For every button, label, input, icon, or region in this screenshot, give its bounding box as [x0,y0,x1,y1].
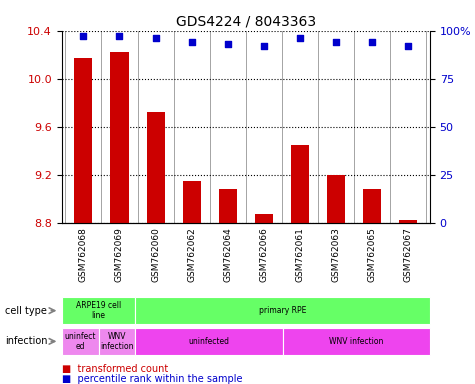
Text: ARPE19 cell
line: ARPE19 cell line [76,301,121,320]
Point [332,39,340,45]
Point [296,35,304,41]
Point [260,43,267,49]
Text: WNV infection: WNV infection [329,337,383,346]
Point [404,43,412,49]
Bar [363,189,381,223]
Text: ■  transformed count: ■ transformed count [62,364,168,374]
Bar [111,52,129,223]
Bar [291,145,309,223]
Bar [219,189,237,223]
Title: GDS4224 / 8043363: GDS4224 / 8043363 [176,14,316,28]
Bar [183,181,201,223]
Bar [147,113,165,223]
Text: cell type: cell type [5,306,47,316]
Point [368,39,376,45]
Bar [399,220,417,223]
Bar [327,175,345,223]
Point [188,39,196,45]
Text: ■  percentile rank within the sample: ■ percentile rank within the sample [62,374,242,384]
Point [80,33,87,40]
Text: WNV
infection: WNV infection [100,332,134,351]
Text: uninfected: uninfected [189,337,229,346]
Point [152,35,160,41]
Text: uninfect
ed: uninfect ed [65,332,96,351]
Point [224,41,232,47]
Text: primary RPE: primary RPE [259,306,306,315]
Bar [75,58,93,223]
Text: infection: infection [5,336,47,346]
Point [116,33,124,40]
Bar [255,214,273,223]
